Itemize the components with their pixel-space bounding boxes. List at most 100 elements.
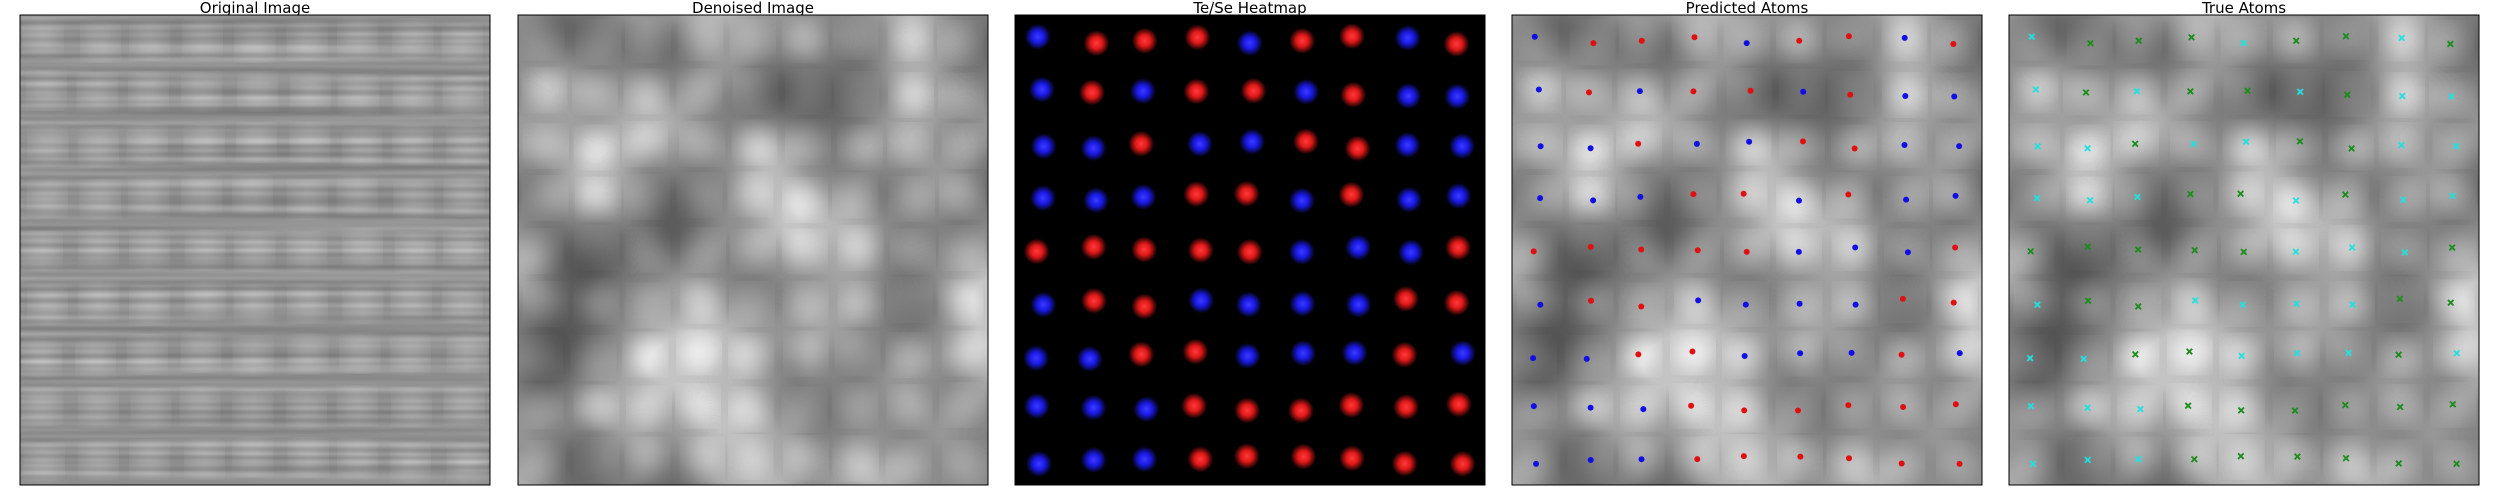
true-te-point bbox=[2131, 140, 2139, 148]
se-heat-spot bbox=[1188, 287, 1215, 314]
true-te-point bbox=[2341, 191, 2349, 198]
panel-frame bbox=[517, 14, 989, 486]
true-se-point bbox=[2191, 296, 2199, 304]
predicted-se-point bbox=[1952, 192, 1959, 199]
se-heat-spot bbox=[1028, 76, 1055, 103]
predicted-se-point bbox=[1795, 197, 1802, 204]
se-heat-spot bbox=[1080, 446, 1107, 473]
predicted-se-point bbox=[1587, 145, 1594, 152]
predicted-te-point bbox=[1635, 351, 1642, 358]
predicted-se-point bbox=[1901, 142, 1908, 149]
predicted-te-point bbox=[1950, 40, 1957, 47]
se-heat-spot bbox=[1288, 187, 1315, 214]
true-te-point bbox=[2396, 403, 2404, 411]
predicted-te-point bbox=[1952, 401, 1959, 408]
predicted-te-point bbox=[1898, 460, 1905, 467]
true-te-point bbox=[2134, 303, 2142, 310]
true-se-point bbox=[2453, 349, 2461, 357]
te-heat-spot bbox=[1184, 24, 1211, 51]
true-se-point bbox=[2027, 402, 2035, 410]
panel-original-image: Original Image bbox=[19, 0, 491, 486]
te-heat-spot bbox=[1445, 391, 1472, 418]
te-heat-spot bbox=[1393, 393, 1420, 420]
predicted-se-point bbox=[1587, 456, 1594, 463]
true-te-point bbox=[2291, 407, 2299, 414]
se-heat-spot bbox=[1289, 290, 1316, 317]
te-heat-spot bbox=[1391, 450, 1418, 477]
panel-predicted-atoms: Predicted Atoms bbox=[1511, 0, 1983, 486]
te-heat-spot bbox=[1187, 237, 1214, 264]
predicted-te-point bbox=[1694, 247, 1701, 254]
predicted-te-point bbox=[1747, 87, 1754, 94]
true-se-point bbox=[2026, 354, 2034, 362]
se-heat-spot bbox=[1341, 339, 1368, 366]
predicted-se-point bbox=[1640, 406, 1647, 413]
se-heat-spot bbox=[1345, 291, 1372, 318]
true-se-point bbox=[2292, 248, 2300, 256]
te-heat-spot bbox=[1128, 130, 1155, 157]
se-heat-spot bbox=[1083, 187, 1110, 214]
true-se-point bbox=[2136, 405, 2144, 413]
true-te-point bbox=[2449, 400, 2457, 408]
se-heat-spot bbox=[1023, 393, 1050, 420]
se-heat-spot bbox=[1131, 446, 1158, 473]
true-te-point bbox=[2446, 40, 2454, 48]
predicted-se-point bbox=[1531, 33, 1538, 40]
te-heat-spot bbox=[1183, 181, 1210, 208]
predicted-se-point bbox=[1904, 249, 1911, 256]
predicted-te-point bbox=[1851, 145, 1858, 152]
predicted-se-point bbox=[1852, 244, 1859, 251]
te-heat-spot bbox=[1131, 293, 1158, 320]
predicted-te-point bbox=[1795, 407, 1802, 414]
te-heat-spot bbox=[1391, 341, 1418, 368]
predicted-te-point bbox=[1740, 453, 1747, 460]
true-te-point bbox=[2027, 247, 2035, 255]
predicted-se-point bbox=[1743, 40, 1750, 47]
predicted-se-point bbox=[1903, 196, 1910, 203]
true-te-point bbox=[2237, 406, 2245, 414]
predicted-te-point bbox=[1690, 191, 1697, 198]
true-se-point bbox=[2345, 349, 2353, 357]
predicted-te-point bbox=[1950, 299, 1957, 306]
predicted-te-point bbox=[1635, 140, 1642, 147]
predicted-se-point bbox=[1693, 140, 1700, 147]
te-heat-spot bbox=[1128, 341, 1155, 368]
true-se-point bbox=[2032, 86, 2040, 93]
se-heat-spot bbox=[1449, 340, 1476, 367]
se-heat-spot bbox=[1293, 78, 1320, 105]
true-se-point bbox=[2296, 88, 2304, 96]
predicted-se-point bbox=[1796, 300, 1803, 307]
se-heat-spot bbox=[1397, 239, 1424, 266]
true-se-point bbox=[2133, 87, 2141, 95]
true-te-point bbox=[2293, 453, 2301, 461]
se-heat-spot bbox=[1080, 394, 1107, 421]
te-heat-spot bbox=[1290, 443, 1317, 470]
se-heat-spot bbox=[1030, 185, 1057, 212]
true-se-point bbox=[2447, 93, 2455, 100]
true-se-point bbox=[2293, 349, 2301, 357]
predicted-se-point bbox=[1956, 143, 1963, 150]
panel-te-se-heatmap: Te/Se Heatmap bbox=[1014, 0, 1486, 486]
predicted-se-point bbox=[1902, 93, 1909, 100]
panel-title-heatmap: Te/Se Heatmap bbox=[1192, 0, 1306, 17]
true-se-point bbox=[2084, 456, 2092, 464]
true-se-point bbox=[2449, 192, 2456, 200]
se-heat-spot bbox=[1023, 345, 1050, 372]
true-se-point bbox=[2239, 301, 2247, 309]
predicted-se-point bbox=[1848, 349, 1855, 356]
predicted-te-point bbox=[1956, 460, 1963, 467]
true-te-point bbox=[2131, 350, 2139, 358]
true-te-point bbox=[2237, 452, 2245, 460]
true-se-point bbox=[2398, 141, 2405, 149]
te-heat-spot bbox=[1338, 181, 1365, 208]
true-se-point bbox=[2349, 301, 2357, 309]
panel-title-denoised: Denoised Image bbox=[692, 0, 814, 17]
true-te-point bbox=[2186, 190, 2194, 198]
panel-title-predicted: Predicted Atoms bbox=[1686, 0, 1809, 17]
predicted-te-point bbox=[1638, 246, 1645, 253]
true-se-point bbox=[2033, 301, 2041, 309]
predicted-se-point bbox=[1956, 350, 1963, 357]
te-heat-spot bbox=[1344, 135, 1371, 162]
true-se-point bbox=[2034, 142, 2042, 150]
true-se-point bbox=[2398, 92, 2406, 100]
